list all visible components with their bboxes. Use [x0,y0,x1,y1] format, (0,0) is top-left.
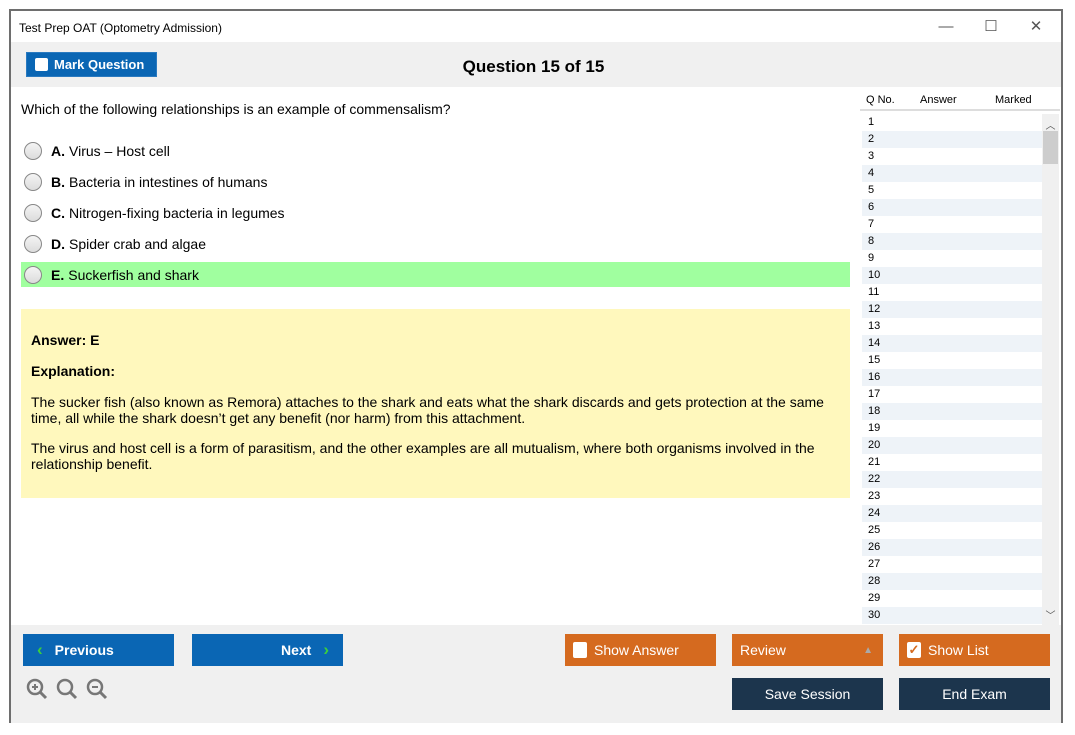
question-list-row[interactable]: 24 [862,505,1042,522]
question-list-row[interactable]: 12 [862,301,1042,318]
scroll-down-icon[interactable]: ﹀ [1045,611,1056,622]
header-answer[interactable]: Answer [920,94,957,106]
question-list-row[interactable]: 28 [862,573,1042,590]
checkbox-icon [35,58,48,71]
header-qno[interactable]: Q No. [866,94,895,106]
previous-label: Previous [54,642,114,658]
question-list-row[interactable]: 19 [868,422,881,434]
end-exam-button[interactable]: End Exam [899,678,1050,710]
question-list-row[interactable]: 26 [862,539,1042,556]
question-list-row[interactable]: 9 [868,252,875,264]
option-letter: C. [51,204,65,221]
explanation-heading: Explanation: [31,363,116,379]
option-text: Spider crab and algae [69,235,206,252]
radio-icon[interactable] [24,265,42,284]
option-text: Bacteria in intestines of humans [69,173,268,190]
question-list-rows: 1 2 3 4 5 6 7 8 9 10 11 12 13 14 15 16 17 18 19 20 21 22 23 24 2… [862,114,1042,624]
minimize-button[interactable]: — [938,18,954,35]
explanation-panel: Answer: E Explanation: The sucker fish (… [21,309,850,498]
option-e[interactable]: E. Suckerfish and shark [21,262,850,287]
zoom-out-icon[interactable] [86,678,108,700]
question-list-row[interactable]: 16 [862,369,1042,386]
caret-up-icon: ▲ [863,644,873,656]
next-button[interactable]: Next › [192,634,343,666]
next-label: Next [280,642,312,658]
previous-button[interactable]: ‹ Previous [23,634,174,666]
question-list-row[interactable]: 15 [868,354,881,366]
question-list-row[interactable]: 1 [868,116,875,128]
mark-question-label: Mark Question [54,57,145,72]
question-list-row[interactable]: 23 [868,490,881,502]
mark-question-button[interactable]: Mark Question [26,52,157,77]
option-a[interactable]: A. Virus – Host cell [21,138,850,163]
question-list-row[interactable]: 14 [862,335,1042,352]
window-title: Test Prep OAT (Optometry Admission) [19,21,222,35]
question-list-row[interactable]: 3 [868,150,875,162]
option-letter: E. [51,266,65,283]
review-dropdown[interactable]: Review ▲ [732,634,883,666]
question-list-row[interactable]: 22 [862,471,1042,488]
checkmark-icon[interactable]: ✓ [907,642,921,658]
question-list-row[interactable]: 2 [862,131,1042,148]
show-list-button[interactable]: ✓ Show List [899,634,1050,666]
question-list-row[interactable]: 4 [862,165,1042,182]
question-list-row[interactable]: 7 [868,218,875,230]
question-list-row[interactable]: 13 [868,320,881,332]
checkbox-icon[interactable] [573,642,587,658]
maximize-button[interactable]: ☐ [984,18,998,35]
question-list-row[interactable]: 8 [862,233,1042,250]
question-list-row[interactable]: 30 [862,607,1042,624]
question-list: Q No. Answer Marked 1 2 3 4 5 6 7 8 9 10 11 12 13 14 1… [860,87,1060,625]
option-text: Suckerfish and shark [68,266,199,283]
header-marked[interactable]: Marked [995,94,1032,106]
chevron-right-icon: › [323,640,329,659]
option-d[interactable]: D. Spider crab and algae [21,231,850,256]
radio-icon[interactable] [24,172,42,191]
question-list-row[interactable]: 20 [862,437,1042,454]
zoom-in-icon[interactable] [26,678,48,700]
show-list-label: Show List [928,642,989,658]
zoom-reset-icon[interactable] [56,678,78,700]
option-letter: D. [51,235,65,252]
explanation-paragraph-2: The virus and host cell is a form of par… [31,440,815,472]
question-list-header: Q No. Answer Marked [860,87,1060,111]
scroll-up-icon[interactable]: ︿ [1045,121,1056,132]
scrollbar-thumb[interactable] [1043,131,1058,164]
question-list-row[interactable]: 11 [868,286,880,298]
explanation-paragraph-1: The sucker fish (also known as Remora) a… [31,394,824,426]
question-text: Which of the following relationships is … [21,101,451,117]
question-counter: Question 15 of 15 [462,57,605,76]
answer-label: Answer: E [31,332,100,348]
radio-icon[interactable] [24,234,42,253]
option-text: Nitrogen-fixing bacteria in legumes [69,204,285,221]
radio-icon[interactable] [24,141,42,160]
scrollbar[interactable]: ︿ ﹀ [1042,114,1059,625]
question-list-row[interactable]: 10 [862,267,1042,284]
option-text: Virus – Host cell [69,142,170,159]
question-list-row[interactable]: 6 [862,199,1042,216]
bottom-bar: ‹ Previous Next › Show Answer Review ▲ ✓ Sho… [11,625,1061,723]
option-c[interactable]: C. Nitrogen-fixing bacteria in legumes [21,200,850,225]
app-window: Test Prep OAT (Optometry Admission) — ☐ … [9,9,1063,723]
option-letter: A. [51,142,65,159]
question-list-row[interactable]: 21 [868,456,881,468]
question-list-row[interactable]: 17 [868,388,881,400]
title-bar: Test Prep OAT (Optometry Admission) — ☐ … [11,11,1061,42]
option-b[interactable]: B. Bacteria in intestines of humans [21,169,850,194]
close-button[interactable]: ✕ [1029,18,1043,35]
question-list-row[interactable]: 18 [862,403,1042,420]
question-list-row[interactable]: 5 [868,184,875,196]
save-session-button[interactable]: Save Session [732,678,883,710]
question-list-row[interactable]: 25 [868,524,881,536]
question-pane: Which of the following relationships is … [11,87,859,625]
show-answer-label: Show Answer [594,642,679,658]
toolbar: Mark Question Question 15 of 15 [11,42,1061,87]
option-letter: B. [51,173,65,190]
radio-icon[interactable] [24,203,42,222]
show-answer-button[interactable]: Show Answer [565,634,716,666]
question-list-row[interactable]: 27 [868,558,881,570]
review-label: Review [740,642,786,658]
chevron-left-icon: ‹ [37,640,43,659]
question-list-row[interactable]: 29 [868,592,881,604]
